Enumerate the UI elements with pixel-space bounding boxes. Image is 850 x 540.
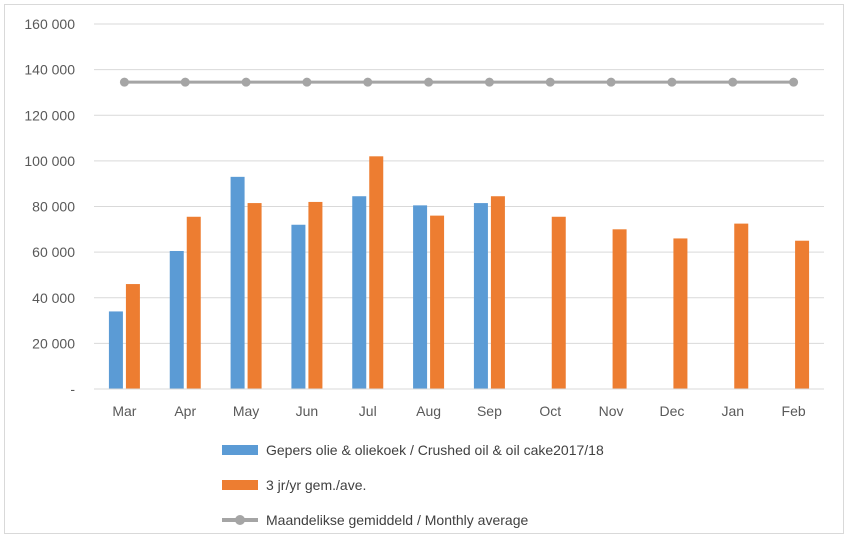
legend-swatch-series-1 [222,444,258,455]
bar-series-2 [125,284,140,389]
x-tick-label: Aug [416,403,441,419]
line-point [484,77,494,87]
x-tick-label: Mar [112,403,136,419]
bar-series-2 [247,203,262,389]
line-point [545,77,555,87]
legend-swatch-series-2 [222,479,258,490]
y-tick-label: 160 000 [24,16,75,32]
bar-series-2 [430,215,445,389]
line-point [302,77,312,87]
bar-series-2 [673,238,688,389]
line-point [728,77,738,87]
bar-series-2 [734,223,749,389]
x-tick-label: Jan [721,403,744,419]
bar-series-2 [551,216,566,389]
bar-series-1 [169,250,184,389]
bar-series-2 [490,196,505,389]
bar-series-1 [352,196,367,389]
line-point [789,77,799,87]
x-tick-label: Nov [599,403,624,419]
legend-label-series-1: Gepers olie & oliekoek / Crushed oil & o… [266,441,604,458]
line-point [363,77,373,87]
bar-series-2 [369,156,384,389]
legend-label-series-3: Maandelikse gemiddeld / Monthly average [266,511,529,528]
x-tick-label: Jul [359,403,377,419]
legend-swatch-series-3 [222,514,258,525]
y-tick-label: 80 000 [32,199,75,215]
line-point [667,77,677,87]
y-tick-label: 40 000 [32,290,75,306]
y-tick-label: 140 000 [24,62,75,78]
x-tick-label: Jun [296,403,319,419]
x-tick-label: Apr [174,403,196,419]
y-tick-label: 20 000 [32,335,75,351]
bar-series-1 [473,203,488,389]
line-point [119,77,129,87]
x-tick-label: May [233,403,259,419]
x-tick-label: Feb [782,403,806,419]
line-point [241,77,251,87]
y-tick-label: 60 000 [32,244,75,260]
bar-series-2 [795,240,810,389]
legend-label-series-2: 3 jr/yr gem./ave. [266,476,367,493]
line-point [180,77,190,87]
x-tick-label: Oct [539,403,561,419]
bar-series-2 [612,229,627,389]
bar-series-2 [308,201,323,389]
x-tick-label: Dec [659,403,684,419]
bar-series-1 [413,205,428,389]
y-tick-label: 100 000 [24,153,75,169]
legend-item-series-3: Maandelikse gemiddeld / Monthly average [222,502,604,537]
bar-series-1 [230,176,245,389]
bar-series-2 [186,216,201,389]
line-point [606,77,616,87]
line-point [424,77,434,87]
bar-series-1 [291,224,306,389]
legend-item-series-1: Gepers olie & oliekoek / Crushed oil & o… [222,432,604,467]
bar-series-1 [108,311,123,389]
y-tick-label: - [70,381,75,397]
legend-item-series-2: 3 jr/yr gem./ave. [222,467,604,502]
y-tick-label: 120 000 [24,107,75,123]
x-tick-label: Sep [477,403,502,419]
chart-legend: Gepers olie & oliekoek / Crushed oil & o… [222,432,604,537]
